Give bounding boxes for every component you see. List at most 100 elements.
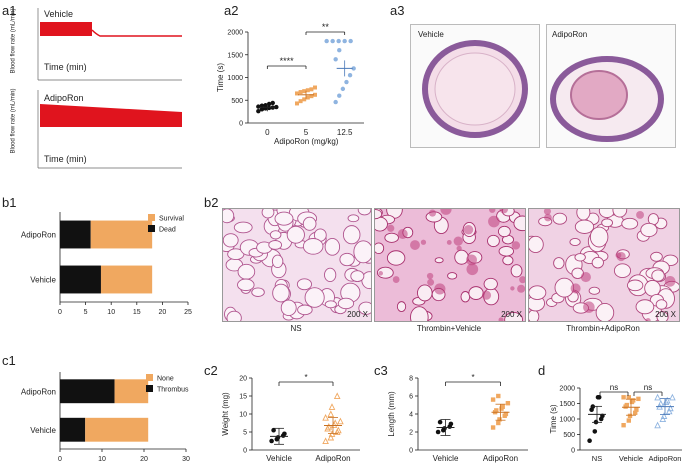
a2-point (336, 38, 341, 44)
c3-point (442, 426, 447, 431)
cell-cluster (466, 263, 479, 276)
alveolus (347, 214, 360, 223)
d-sig-label: ns (644, 383, 652, 392)
b1-chart: 0 5 10 15 20 25 AdipoRon Vehicle Survival Dead (21, 212, 192, 316)
c2-point (269, 438, 274, 444)
a2-point (295, 101, 299, 106)
c2-point (327, 433, 335, 441)
alveolus (357, 209, 371, 216)
b2-caption-thrombin-adiporon: Thrombin+AdipoRon (566, 324, 640, 333)
c3-point (505, 401, 511, 406)
a2-point (270, 100, 275, 106)
alveolus (513, 215, 525, 232)
cell-cluster (427, 278, 435, 286)
d-point (626, 418, 631, 423)
c3-point (494, 408, 499, 413)
alveolus (650, 251, 663, 262)
alveolus (510, 264, 523, 278)
cell-cluster (519, 276, 525, 284)
c1-xtick-label: 0 (58, 456, 62, 463)
c2-point (328, 403, 336, 410)
a2-point (313, 85, 317, 90)
d-point (596, 395, 602, 400)
a2-point (344, 79, 349, 85)
alveolus (358, 301, 371, 315)
cell-cluster (543, 209, 551, 215)
alveolus (269, 230, 282, 240)
a2-point (337, 48, 342, 53)
a2-point (298, 99, 303, 104)
c1-category-label: Vehicle (30, 426, 56, 435)
a2-ytick-label: 500 (231, 98, 243, 105)
alveolus (386, 250, 406, 266)
c3-xtick-label: Vehicle (433, 454, 459, 463)
b1-bar-dead (60, 265, 101, 294)
a3-adiporon-label: AdipoRon (552, 30, 588, 39)
d-point (634, 407, 639, 412)
alveolus (454, 249, 469, 265)
c3-point (448, 421, 454, 427)
a2-sig-label: **** (280, 56, 295, 66)
alveolus (297, 304, 313, 316)
d-xtick-label: Vehicle (619, 454, 643, 463)
c2-xtick-label: AdipoRon (315, 454, 350, 463)
a2-point (313, 92, 317, 97)
b1-xtick-label: 25 (184, 309, 192, 316)
a2-point (305, 88, 310, 93)
d-point (624, 402, 629, 408)
b1-xtick-label: 20 (159, 309, 167, 316)
c2-ytick-label: 0 (243, 448, 247, 455)
c2-ytick-label: 15 (239, 394, 247, 401)
c2-point (282, 431, 287, 437)
alveolus (233, 221, 253, 234)
d-xtick-label: NS (592, 454, 602, 463)
alveolus (612, 209, 628, 218)
c2-point (275, 435, 281, 440)
alveolus (324, 300, 337, 309)
b1-xtick-label: 15 (133, 309, 141, 316)
c3-point (496, 420, 501, 426)
a1-top-ylabel: Blood flow rate (mL/min) (10, 8, 17, 74)
a2-ytick-label: 0 (239, 121, 243, 128)
panel-label-d: d (538, 363, 546, 378)
a3-vehicle-image (410, 24, 540, 148)
a2-point (274, 104, 279, 110)
c3-point (490, 397, 496, 402)
b1-legend-swatch (148, 214, 155, 221)
alveolus (304, 287, 325, 308)
b1-xtick-label: 0 (58, 309, 62, 316)
cell-cluster (570, 283, 581, 294)
alveolus (656, 311, 669, 321)
a1-bottom-xlabel: Time (min) (44, 154, 87, 164)
alveolus (468, 286, 484, 300)
c3-ytick-label: 4 (409, 412, 413, 419)
alveolus (261, 209, 275, 219)
a2-ytick-label: 1000 (227, 75, 243, 82)
alveolus (504, 311, 523, 321)
d-point (621, 395, 626, 400)
alveolus (635, 299, 655, 315)
c2-chart: 0 5 10 15 20 Vehicle AdipoRon Weight (mg) * (221, 373, 360, 463)
c3-sig-label: * (471, 373, 474, 382)
b1-bar-survival (90, 220, 153, 249)
cell-cluster (410, 240, 420, 250)
a1-bottom-trace (40, 104, 182, 127)
cell-cluster (387, 224, 395, 232)
a2-point (337, 93, 342, 98)
a2-point (324, 38, 329, 44)
cell-cluster (489, 209, 496, 213)
a2-point (309, 87, 314, 92)
cell-cluster (453, 236, 463, 246)
alveolus (342, 225, 361, 245)
cell-cluster (583, 301, 595, 313)
alveolus (272, 283, 290, 303)
b2-caption-thrombin-vehicle: Thrombin+Vehicle (416, 324, 482, 333)
d-ylabel: Time (s) (549, 404, 558, 433)
alveolus (574, 253, 586, 262)
b1-legend-label: Survival (159, 216, 184, 223)
alveolus (601, 218, 614, 228)
c3-chart: 0 2 4 6 8 Vehicle AdipoRon Length (mm) * (387, 373, 528, 463)
alveolus (553, 257, 565, 270)
cell-cluster (434, 283, 446, 295)
